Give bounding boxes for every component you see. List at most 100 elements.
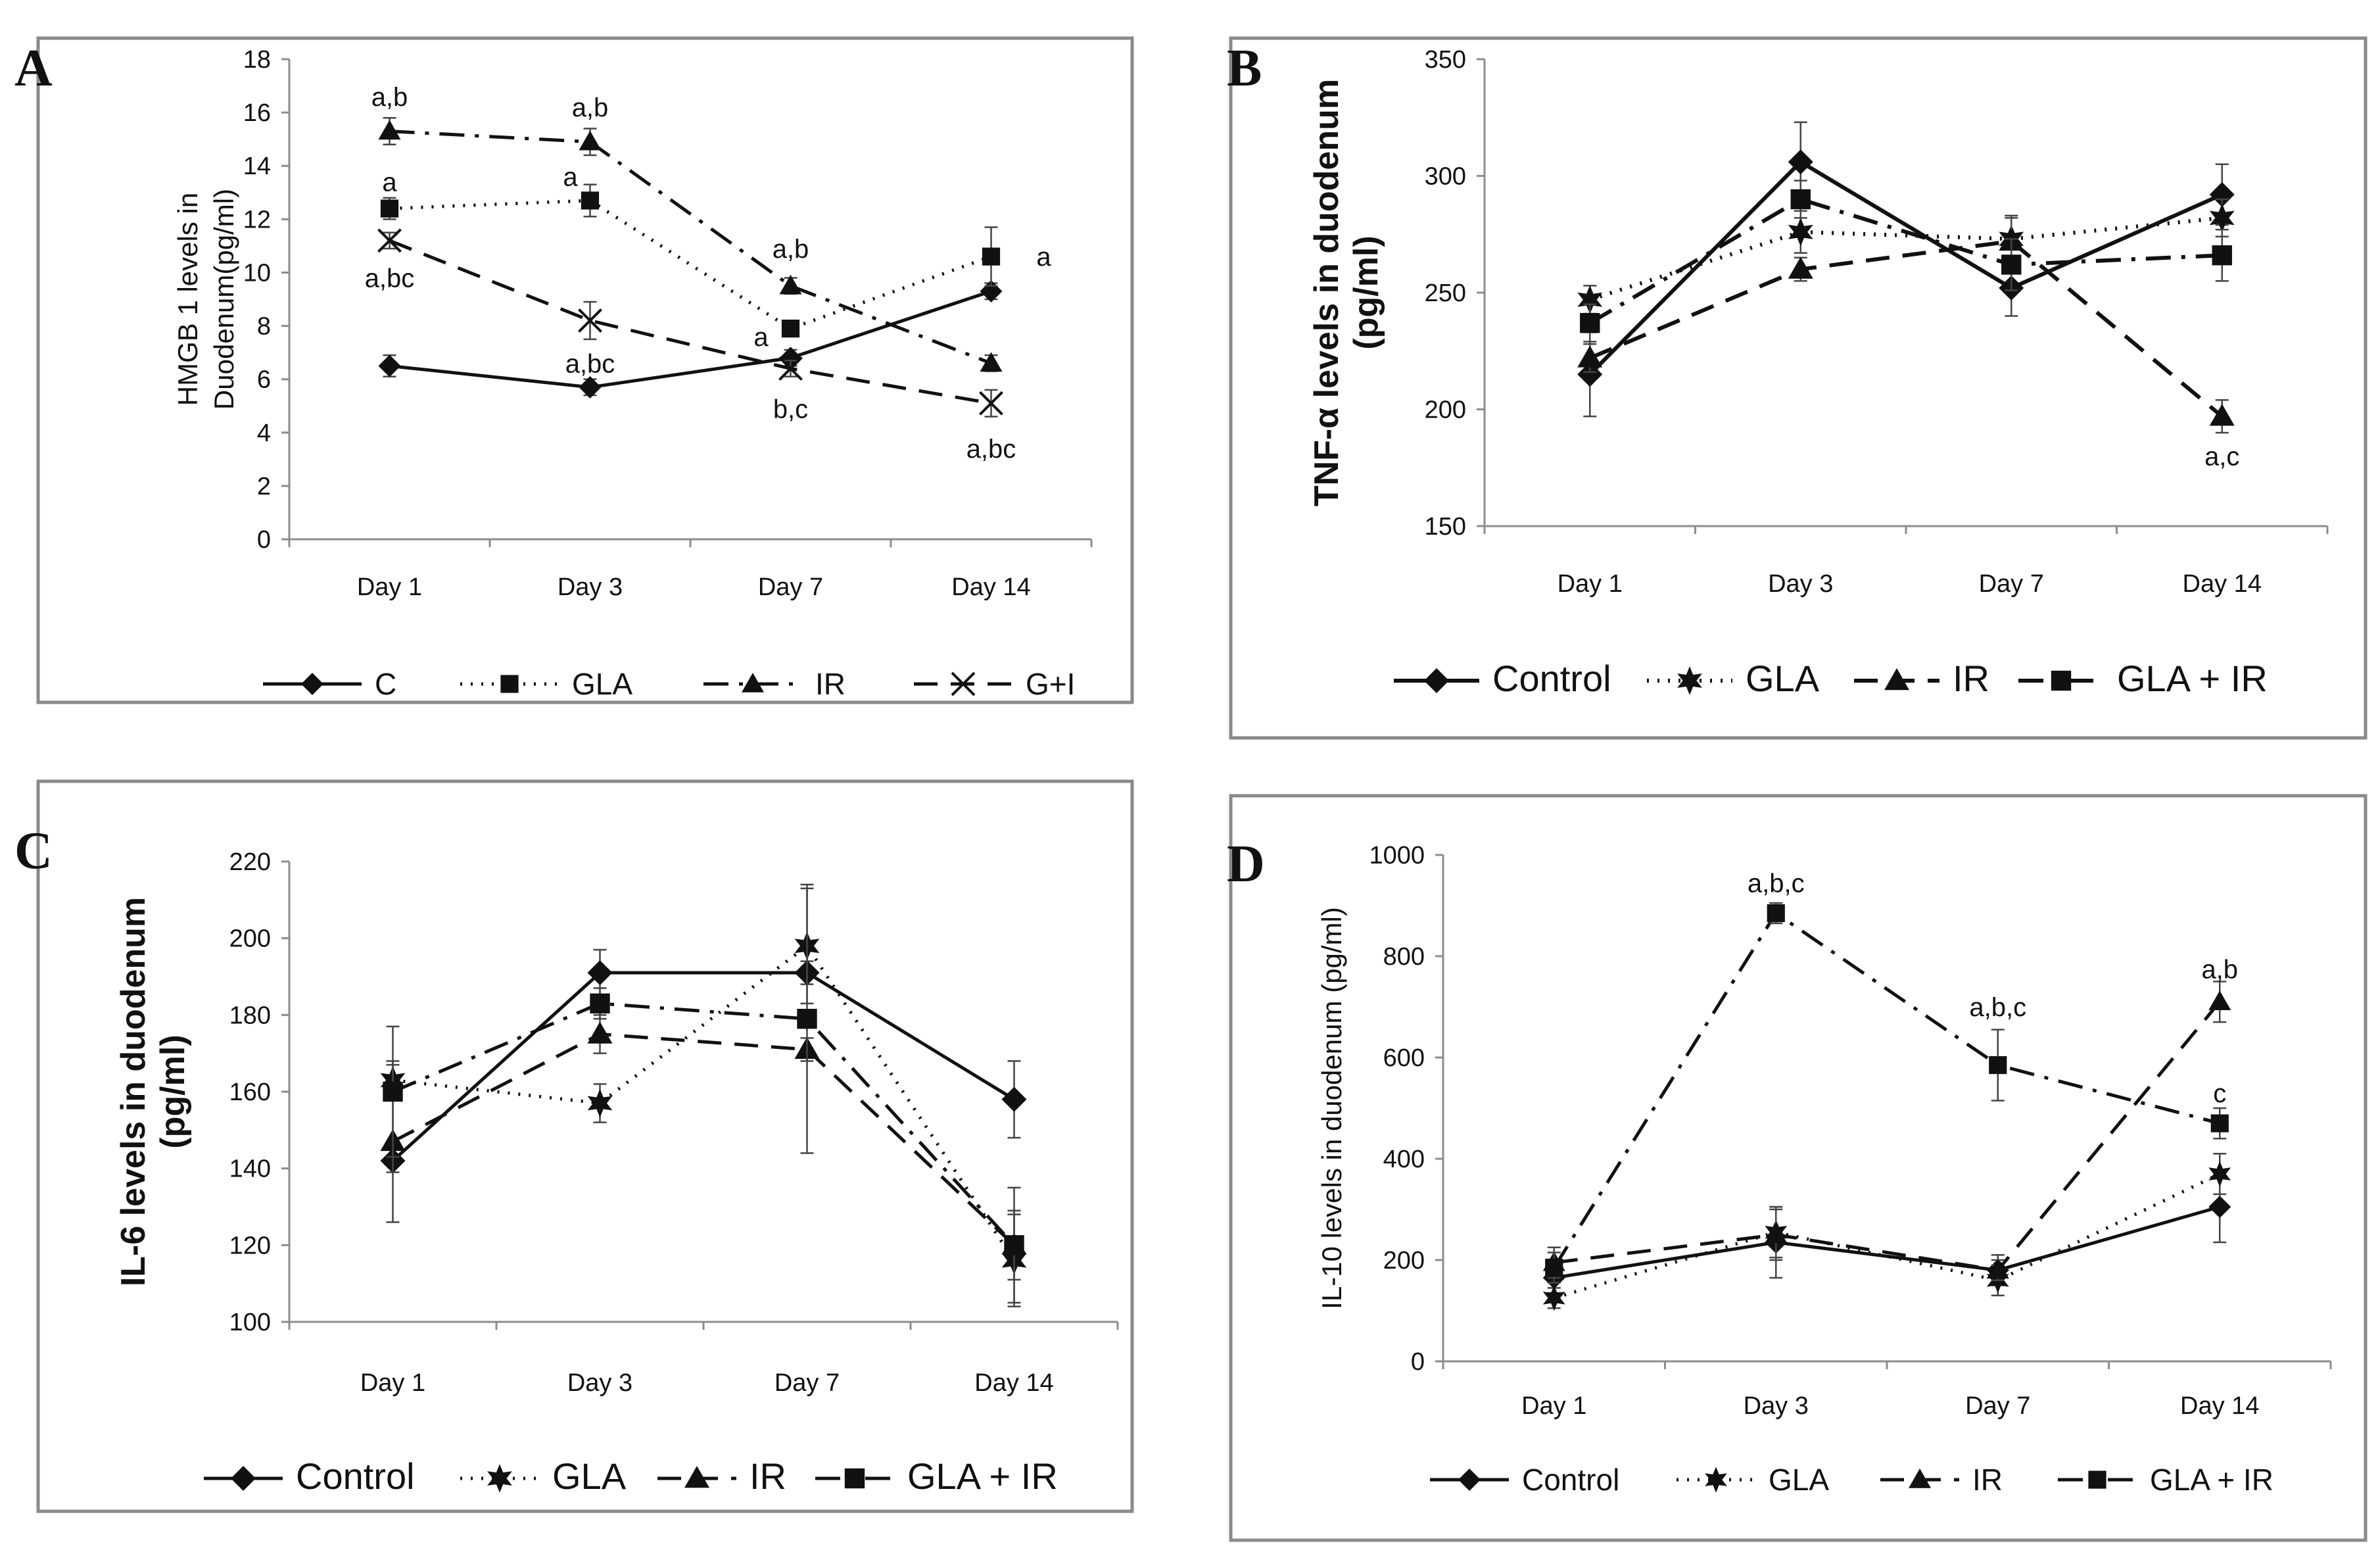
panel-d-legend-gla-ir-marker xyxy=(2088,1471,2106,1489)
panel-a-y-tick-label: 12 xyxy=(243,206,271,233)
panel-a-y-tick-label: 4 xyxy=(257,420,271,447)
panel-a-series-ir-line xyxy=(389,130,992,365)
panel-d-annotation: a,b xyxy=(2201,955,2238,984)
panel-d-series-ir xyxy=(1542,981,2231,1282)
panel-b-legend-ir-label: IR xyxy=(1953,658,1989,699)
panel-d-x-tick-label: Day 1 xyxy=(1521,1392,1586,1420)
panel-c-frame xyxy=(36,779,1134,1513)
panel-a-legend-g-i: G+I xyxy=(914,667,1075,701)
panel-c-y-label: (pg/ml) xyxy=(154,1034,192,1148)
panel-b-y-tick-label: 250 xyxy=(1425,280,1466,307)
panel-b-annotation: a,c xyxy=(2204,443,2239,472)
panel-a-legend-ir: IR xyxy=(703,667,845,701)
panel-c-y-tick-label: 180 xyxy=(229,1002,271,1029)
panel-b-x-tick-label: Day 1 xyxy=(1558,570,1623,598)
panel-d: D 0 200 400 600 800 1000 Day 1 Day 3 Day 7 Day 14 I… xyxy=(1227,794,2368,1542)
panel-c-legend-control-label: Control xyxy=(296,1455,415,1497)
panel-c-series-gla-ir-point xyxy=(383,1081,403,1102)
panel-b-y-label: (pg/ml) xyxy=(1347,235,1385,349)
panel-d-series-gla-ir xyxy=(1545,902,2229,1284)
panel-d-y-tick-label: 1000 xyxy=(1369,842,1425,869)
panel-d-series-gla-ir-point xyxy=(2210,1114,2229,1132)
panel-b-series-gla-point xyxy=(1788,217,1813,247)
panel-b-series-gla-ir-point xyxy=(2212,245,2232,266)
panel-b-series-gla-point xyxy=(2209,203,2235,233)
panel-a-y-tick-label: 18 xyxy=(243,46,271,74)
panel-d-y-tick-label: 600 xyxy=(1383,1044,1425,1072)
panel-a-series-c-point xyxy=(579,376,602,399)
panel-a: A 0 2 4 6 8 10 12 14 16 18 Day 1 Day 3 Day 7 Day 14 HMG… xyxy=(14,36,1134,704)
panel-b-y-tick-label: 350 xyxy=(1425,46,1466,74)
panel-b-y-tick-label: 200 xyxy=(1425,397,1466,424)
panel-c-legend-control-marker xyxy=(231,1466,256,1491)
panel-a-series-g-i-point xyxy=(578,308,602,333)
panel-a-legend-g-i-marker xyxy=(951,671,976,696)
panel-b-series-ir xyxy=(1577,214,2235,434)
panel-c-y-label: IL-6 levels in duodenum xyxy=(114,897,153,1286)
panel-a-series-gla-point xyxy=(380,199,399,218)
panel-a-legend-ir-marker xyxy=(742,673,764,693)
panel-b-legend-gla-ir: GLA + IR xyxy=(2018,658,2268,699)
panel-b-x-tick-label: Day 7 xyxy=(1979,570,2044,598)
panel-d-annotation: c xyxy=(2213,1079,2226,1108)
panel-b-series-ir-point xyxy=(1788,256,1813,279)
panel-a-series-g-i-point xyxy=(778,356,803,381)
panel-c-series-gla-ir-point xyxy=(797,1008,817,1029)
panel-a-annotation: a,bc xyxy=(966,435,1016,464)
panel-d-legend-gla-ir-label: GLA + IR xyxy=(2150,1463,2273,1497)
panel-d-legend-control: Control xyxy=(1430,1463,1619,1497)
panel-b-x-tick-label: Day 3 xyxy=(1768,570,1833,598)
panel-a-x-tick-label: Day 14 xyxy=(951,573,1030,601)
panel-a-series-c-point xyxy=(378,354,401,377)
panel-b-legend-gla: GLA xyxy=(1647,658,1820,699)
panel-c-series-control xyxy=(380,948,1027,1173)
panel-d-series-ir-point xyxy=(1765,1223,1788,1244)
panel-a-frame xyxy=(36,36,1134,704)
panel-b-series-gla-ir-line xyxy=(1588,197,2222,325)
panel-a-x-tick-label: Day 7 xyxy=(758,573,823,601)
panel-d-frame xyxy=(1229,794,2368,1542)
panel-a-label: A xyxy=(14,39,53,97)
panel-a-annotation: a,b xyxy=(371,83,408,112)
panel-c-x-tick-label: Day 1 xyxy=(360,1369,425,1397)
panel-c-series-gla-line xyxy=(393,944,1016,1262)
panel-d-y-label: IL-10 levels in duodenum (pg/ml) xyxy=(1316,907,1347,1309)
panel-c-series-ir xyxy=(380,1014,1027,1304)
panel-b-series-control-point xyxy=(1788,149,1813,175)
panel-a-series-g-i-point xyxy=(377,228,402,253)
panel-d-legend-gla-marker xyxy=(1705,1467,1727,1493)
panel-d-x-tick-label: Day 3 xyxy=(1744,1392,1809,1420)
panel-c-series-gla-ir xyxy=(383,883,1024,1281)
panel-b-y-label: TNF-α levels in duodenum xyxy=(1308,79,1346,506)
panel-b-legend-control-label: Control xyxy=(1492,658,1611,699)
panel-a-legend-gla-marker xyxy=(500,675,519,693)
panel-c-legend-ir-marker xyxy=(684,1466,709,1488)
panel-d-series-ir-line xyxy=(1554,1000,2222,1272)
panel-a-series-ir-point xyxy=(378,120,401,140)
panel-a-y-tick-label: 6 xyxy=(257,366,271,394)
panel-a-y-tick-label: 10 xyxy=(243,259,271,287)
panel-b-label: B xyxy=(1227,39,1262,97)
panel-c-series-ir-point xyxy=(587,1021,613,1044)
panel-a-x-tick-label: Day 1 xyxy=(357,573,422,601)
panel-b-series-control-point xyxy=(2209,182,2235,207)
panel-d-y-tick-label: 800 xyxy=(1383,943,1425,971)
panel-d-series-gla-point xyxy=(2208,1161,2231,1187)
panel-c-series-ir-line xyxy=(392,1033,1016,1247)
panel-a-legend-gla-label: GLA xyxy=(572,667,632,701)
panel-c-series-control-point xyxy=(1001,1086,1027,1112)
panel-b-series-gla-line xyxy=(1589,216,2223,302)
panel-c-label: C xyxy=(14,822,53,880)
panel-c-x-tick-label: Day 7 xyxy=(774,1369,840,1397)
panel-d-series-control-point xyxy=(2208,1196,2231,1219)
panel-c-y-tick-label: 120 xyxy=(229,1232,271,1259)
panel-a-annotation: b,c xyxy=(773,395,808,424)
panel-b-series-gla-ir xyxy=(1580,180,2232,343)
panel-d-series-gla-point xyxy=(1542,1285,1565,1311)
panel-c-y-tick-label: 140 xyxy=(229,1155,271,1183)
panel-b-series-ir-point xyxy=(1577,345,1603,368)
panel-d-x-tick-label: Day 14 xyxy=(2180,1392,2259,1420)
panel-c-series-control-point xyxy=(587,960,613,986)
panel-c-legend-ir: IR xyxy=(657,1455,786,1497)
panel-b-series-ir-point xyxy=(2209,404,2235,426)
